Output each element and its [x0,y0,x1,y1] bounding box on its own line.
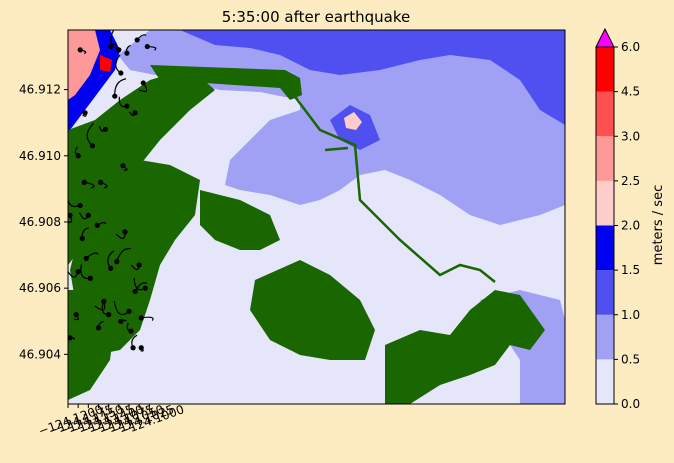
particle-point [97,179,104,185]
particle-point [77,47,83,53]
particle-point [68,335,73,341]
colorbar-tick-label: 4.5 [621,85,640,99]
colorbar-segment [596,225,614,271]
particle-point [134,37,140,43]
particle-point [102,126,109,132]
colorbar-tick-label: 0.0 [621,397,640,411]
x-axis: −124.1200−124.1175−124.1150−124.1125−124… [37,402,186,438]
particle-point [68,212,73,218]
colorbar-tick-label: 3.0 [621,129,640,143]
velocity-band-3.0-4.5 [68,30,100,100]
y-tick-label: 46.906 [19,281,61,295]
chart-title: 5:35:00 after earthquake [222,8,410,26]
particle-point [118,70,124,76]
particle-point [124,50,130,56]
particle-point [116,47,122,53]
colorbar-tick-label: 1.5 [621,263,640,277]
particle-point [120,163,126,169]
velocity-band-1.0-1.5 [180,30,565,125]
particle-point [106,312,112,318]
particle-point [130,345,136,351]
land-western-spit [68,68,215,265]
particle-point [114,259,120,265]
particle-point [138,315,144,321]
particle-point [132,110,138,116]
colorbar-segment [596,136,614,181]
land-south-central [250,260,375,360]
particle-point [79,235,85,242]
particle-point [122,229,128,235]
particle-point [73,312,79,318]
particle-point [95,325,102,331]
y-tick-label: 46.908 [19,215,61,229]
particle-point [140,80,146,86]
particle-point [85,212,91,218]
particle-point [81,179,87,185]
colorbar-segment [596,359,614,404]
particle-point [124,103,130,109]
land-inner-patch [200,190,280,250]
plot-frame [67,29,566,405]
particle-point [138,345,144,351]
particle-point [101,298,107,304]
particle-point [132,288,138,295]
particle-point [126,308,132,314]
colorbar-extend-arrow [595,27,615,48]
land-southwest [68,290,115,400]
y-axis: 46.904 46.906 46.908 46.910 46.912 [19,83,68,361]
colorbar-segment [596,270,614,315]
particle-point [108,265,114,271]
colorbar-segment [596,314,614,360]
particle-point [144,43,150,50]
particle-point [89,143,96,149]
land-north-breakwater [150,65,302,100]
colorbar-tick-label: 6.0 [621,40,640,54]
colorbar-tick-label: 2.0 [621,219,640,233]
y-tick-label: 46.904 [19,347,61,361]
particle-point [136,262,142,268]
particle-markers [68,30,157,352]
colorbar-segment [596,180,614,226]
colorbar-tick-label: 2.5 [621,174,640,188]
y-tick-label: 46.912 [19,83,61,97]
velocity-band-4.5-6.0 [100,55,112,72]
particle-point [128,328,134,334]
particle-point [94,222,100,228]
colorbar-segment [596,91,614,137]
colorbar-segment [596,47,614,92]
colorbar: 0.0 0.5 1.0 1.5 2.0 2.5 3.0 4.5 6.0 [595,27,640,411]
colorbar-tick-label: 0.5 [621,352,640,366]
breakwater-main [289,89,496,283]
particle-point [87,275,93,281]
particle-point [82,110,88,116]
breakwater-spur [324,146,349,152]
particle-point [83,255,89,261]
particle-point [75,269,81,275]
colorbar-label: meters / sec [651,185,666,265]
particle-point [118,318,124,324]
particle-point [77,202,83,209]
colorbar-tick-label: 1.0 [621,308,640,322]
particle-point [112,93,118,99]
particle-point [75,153,81,159]
particle-point [108,43,114,50]
land-south-east [385,290,545,404]
plot-area [68,30,565,404]
breakwater-lines [289,89,496,283]
velocity-band-1.5-2.0-spot [344,112,362,130]
y-tick-label: 46.910 [19,149,61,163]
particle-point [142,285,148,291]
